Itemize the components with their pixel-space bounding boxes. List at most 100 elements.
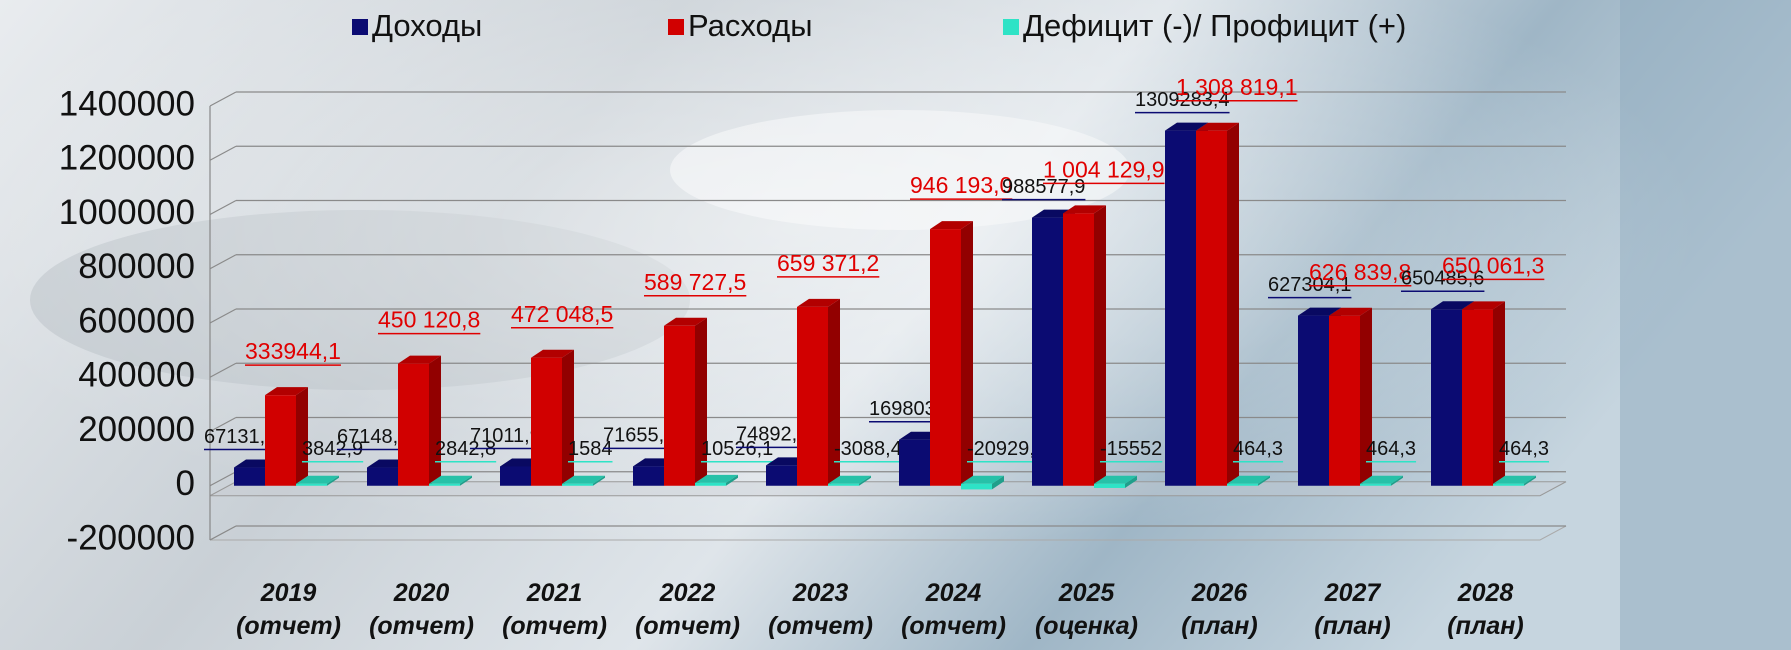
bar-top — [1360, 475, 1403, 484]
bar — [265, 395, 296, 486]
x-tick-label: 2026 (план) — [1181, 579, 1257, 640]
bar-side — [1125, 475, 1137, 488]
bar-top — [1165, 122, 1208, 131]
data-label: 3842,9 — [302, 438, 363, 460]
bar — [367, 467, 398, 486]
y-tick-label: 0 — [176, 464, 195, 503]
bar — [398, 363, 429, 486]
bar-side — [296, 387, 308, 486]
bar — [1493, 483, 1524, 486]
legend-label: Дефицит (-)/ Профицит (+) — [1023, 8, 1406, 43]
legend-swatch — [668, 19, 684, 35]
bar — [234, 467, 265, 486]
bar-side — [1094, 205, 1106, 486]
bar-top — [797, 298, 840, 307]
bar-side — [1360, 307, 1372, 486]
y-tick-label: 600000 — [78, 301, 195, 340]
data-label: 464,3 — [1233, 438, 1283, 460]
bar — [961, 483, 992, 490]
legend-label: Доходы — [372, 8, 482, 43]
bar — [296, 483, 327, 486]
y-tick-label: 200000 — [78, 410, 195, 449]
bar-top — [398, 355, 441, 364]
bar — [899, 439, 930, 486]
bar-side — [828, 298, 840, 486]
grid-line-side — [209, 91, 237, 107]
data-label: 1 308 819,1 — [1176, 74, 1298, 100]
bar — [562, 483, 593, 486]
y-tick-label: 1200000 — [59, 139, 195, 178]
x-tick-label: 2020 (отчет) — [369, 579, 474, 640]
bar — [664, 325, 695, 486]
bar-top — [1063, 205, 1106, 214]
bar-top — [1298, 307, 1341, 316]
bar-top — [562, 475, 605, 484]
x-tick-label: 2025 (оценка) — [1035, 579, 1138, 640]
y-tick-label: 1000000 — [59, 193, 195, 232]
bar — [1165, 130, 1196, 486]
bar-top — [1227, 475, 1270, 484]
x-tick-label: 2021 (отчет) — [502, 579, 607, 640]
data-label: 450 120,8 — [378, 307, 480, 333]
bar-side — [695, 317, 707, 486]
bar — [1329, 315, 1360, 486]
x-tick-label: 2022 (отчет) — [635, 579, 740, 640]
grid-line-side — [209, 471, 237, 487]
bar — [828, 483, 859, 486]
x-tick-label: 2019 (отчет) — [236, 579, 341, 640]
y-tick-label: -200000 — [67, 518, 195, 557]
bar-side — [1493, 301, 1505, 486]
bar — [1196, 130, 1227, 486]
x-tick-label: 2023 (отчет) — [768, 579, 873, 640]
bar-side — [1524, 475, 1536, 486]
bar — [1032, 217, 1063, 486]
grid-line-side — [209, 254, 237, 270]
data-label: 589 727,5 — [644, 269, 746, 295]
bar-side — [562, 349, 574, 486]
grid-line-side — [209, 145, 237, 161]
data-label: 472 048,5 — [511, 301, 613, 327]
bar — [1431, 309, 1462, 486]
bar-side — [726, 474, 738, 486]
bar-top — [429, 475, 472, 484]
data-label: 67148,6 — [337, 426, 409, 448]
bar-side — [859, 475, 871, 486]
bar-top — [961, 475, 1004, 484]
bar — [1462, 309, 1493, 486]
bar-side — [327, 475, 339, 486]
bar-top — [1431, 301, 1474, 310]
data-label: 650485,6 — [1401, 268, 1484, 290]
legend-swatch — [1003, 19, 1019, 35]
bar-side — [1391, 475, 1403, 486]
data-label: -3088,4 — [834, 438, 902, 460]
grid-line-side — [209, 362, 237, 378]
bar — [930, 229, 961, 486]
legend: Доходы Расходы Дефицит (-)/ Профицит (+) — [352, 8, 1406, 43]
bar-side — [1258, 475, 1270, 486]
data-label: 464,3 — [1366, 438, 1416, 460]
data-label: 659 371,2 — [777, 250, 879, 276]
data-label: 464,3 — [1499, 438, 1549, 460]
bar — [1298, 315, 1329, 486]
bar-top — [1329, 307, 1372, 316]
data-label: 74892,2 — [736, 424, 808, 446]
bar — [1094, 483, 1125, 488]
data-label: -20929,6 — [967, 438, 1046, 460]
bar-top — [695, 474, 738, 483]
data-label: 67131,4 — [204, 426, 276, 448]
data-label: 627304,1 — [1268, 274, 1351, 296]
data-label: 1309283,4 — [1135, 89, 1230, 111]
x-tick-label: 2028 (план) — [1447, 579, 1523, 640]
data-label: 333944,1 — [245, 338, 341, 364]
bar — [1227, 483, 1258, 486]
bar-side — [992, 475, 1004, 490]
bar — [695, 482, 726, 486]
bar-side — [961, 221, 973, 486]
data-label: 71011,9 — [470, 425, 541, 447]
bar — [766, 465, 797, 486]
bar-top — [1462, 301, 1505, 310]
bar — [1360, 483, 1391, 486]
